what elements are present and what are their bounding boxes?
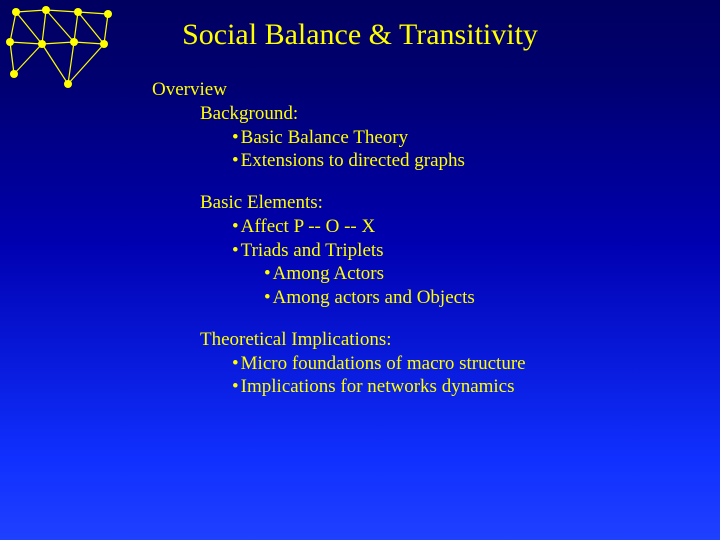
- graph-node: [74, 8, 82, 16]
- content-block: Overview Background: Basic Balance Theor…: [152, 78, 526, 399]
- bullet-item: Triads and Triplets: [232, 239, 526, 263]
- slide: Social Balance & Transitivity Overview B…: [0, 0, 720, 540]
- graph-edge: [46, 10, 78, 12]
- bullet-item: Extensions to directed graphs: [232, 149, 526, 173]
- section-heading-theoretical: Theoretical Implications:: [200, 328, 526, 352]
- graph-node: [64, 80, 72, 88]
- section-heading-background: Background:: [200, 102, 526, 126]
- section-heading-basic-elements: Basic Elements:: [200, 191, 526, 215]
- sub-bullet-item: Among Actors: [264, 262, 526, 286]
- bullet-item: Basic Balance Theory: [232, 126, 526, 150]
- overview-label: Overview: [152, 78, 526, 102]
- slide-title: Social Balance & Transitivity: [0, 18, 720, 52]
- graph-edge: [16, 10, 46, 12]
- bullet-item: Micro foundations of macro structure: [232, 352, 526, 376]
- spacer: [152, 310, 526, 328]
- graph-node: [12, 8, 20, 16]
- bullet-item: Implications for networks dynamics: [232, 375, 526, 399]
- bullet-item: Affect P -- O -- X: [232, 215, 526, 239]
- spacer: [152, 173, 526, 191]
- graph-edge: [78, 12, 108, 14]
- sub-bullet-item: Among actors and Objects: [264, 286, 526, 310]
- graph-node: [104, 10, 112, 18]
- graph-node: [42, 6, 50, 14]
- graph-node: [10, 70, 18, 78]
